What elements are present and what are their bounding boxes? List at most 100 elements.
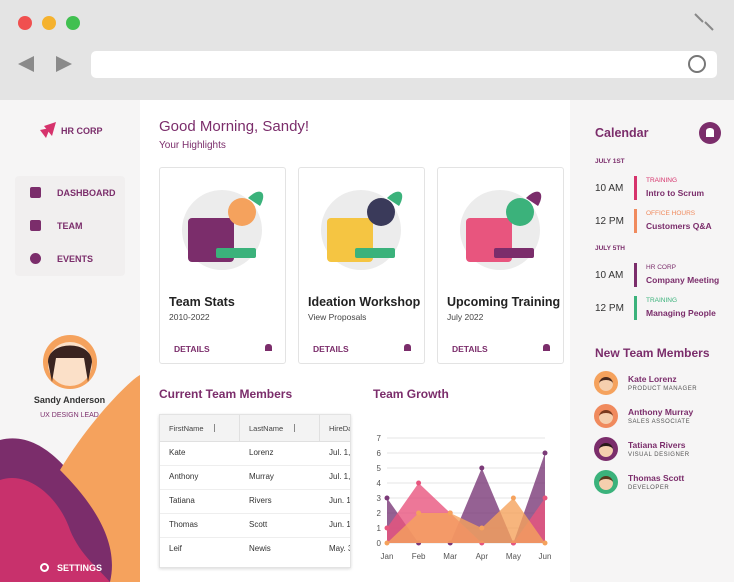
event-time: 10 AM: [595, 270, 624, 281]
y-tick-label: 4: [377, 479, 382, 488]
column-divider: [319, 415, 320, 441]
settings-icon: [40, 563, 49, 572]
column-header[interactable]: FirstName: [169, 424, 204, 433]
area: [387, 498, 545, 543]
x-tick-label: Jan: [381, 552, 394, 561]
event-category: TRAINING: [646, 297, 678, 304]
table-cell: Kate: [169, 448, 186, 457]
back-button[interactable]: [18, 56, 34, 72]
highlight-card[interactable]: [437, 167, 564, 364]
profile-name: Sandy Anderson: [33, 395, 106, 405]
bell-icon: [404, 344, 411, 351]
table-cell: Leif: [169, 544, 182, 553]
table-cell: Jul. 1,: [329, 472, 351, 481]
illustration-shape: [387, 191, 403, 206]
card-subtitle: View Proposals: [308, 312, 367, 322]
illustration-shape: [228, 198, 256, 226]
row-divider: [160, 489, 350, 490]
highlight-card[interactable]: [159, 167, 286, 364]
member-role: PRODUCT MANAGER: [628, 386, 698, 392]
event-title[interactable]: Managing People: [646, 308, 716, 318]
member-role: DEVELOPER: [628, 485, 670, 491]
table-cell: Newis: [249, 544, 271, 553]
calendar-date: JULY 1ST: [595, 158, 625, 165]
subtitle: Your Highlights: [159, 140, 226, 151]
member-name[interactable]: Tatiana Rivers: [628, 440, 686, 450]
y-tick-label: 0: [377, 539, 382, 548]
data-point: [384, 495, 390, 501]
table-cell: Jun. 1: [329, 520, 351, 529]
data-table: FirstName LastName HireDa Kate Lorenz Jul. 1,…: [159, 414, 351, 568]
x-tick-label: Feb: [412, 552, 426, 561]
profile-avatar: [48, 345, 92, 382]
table-cell: May. 3: [329, 544, 351, 553]
logo: [40, 122, 56, 138]
maximize-button[interactable]: [66, 16, 80, 30]
card-subtitle: 2010-2022: [169, 312, 210, 322]
bell-icon: [706, 128, 714, 137]
data-point: [510, 495, 516, 501]
y-tick-label: 1: [377, 524, 382, 533]
member-avatar-face: [599, 476, 613, 490]
chart: 0 1 2 3 4 5 6 7 Jan Feb Mar Apr May Jun: [377, 434, 552, 561]
minimize-button[interactable]: [42, 16, 56, 30]
illustration-shape: [494, 248, 534, 258]
y-tick-label: 5: [377, 464, 382, 473]
data-point: [542, 495, 548, 501]
illustration-shape: [216, 248, 256, 258]
table-cell: Tatiana: [169, 496, 195, 505]
x-tick-label: Mar: [443, 552, 457, 561]
event-title[interactable]: Company Meeting: [646, 275, 720, 285]
column-header[interactable]: LastName: [249, 424, 284, 433]
data-point: [416, 510, 422, 516]
column-divider: [239, 415, 240, 441]
member-avatar-face: [599, 377, 613, 391]
event-title[interactable]: Customers Q&A: [646, 221, 712, 231]
close-button[interactable]: [18, 16, 32, 30]
y-tick-label: 3: [377, 494, 382, 503]
y-tick-label: 6: [377, 449, 382, 458]
member-name[interactable]: Thomas Scott: [628, 473, 685, 483]
nav-item[interactable]: TEAM: [57, 221, 83, 231]
highlight-card[interactable]: [298, 167, 425, 364]
nav-item[interactable]: EVENTS: [57, 254, 94, 264]
card-action[interactable]: DETAILS: [452, 344, 488, 354]
card-title: Ideation Workshop: [308, 295, 421, 309]
browser-bar: [0, 0, 734, 100]
greeting: Good Morning, Sandy!: [159, 118, 310, 135]
event-time: 12 PM: [595, 216, 624, 227]
event-category: TRAINING: [646, 177, 678, 184]
illustration-shape: [355, 248, 395, 258]
nav-item[interactable]: DASHBOARD: [57, 188, 116, 198]
bell-icon: [265, 344, 272, 351]
x-tick-label: Apr: [476, 552, 489, 561]
forward-button[interactable]: [56, 56, 72, 72]
address-bar[interactable]: [91, 51, 717, 78]
member-name[interactable]: Anthony Murray: [628, 407, 694, 417]
row-divider: [160, 537, 350, 538]
event-bar: [634, 176, 637, 200]
member-avatar-face: [599, 410, 613, 424]
column-header[interactable]: HireDa: [329, 424, 351, 433]
table-header: [160, 415, 350, 442]
nav-icon: [30, 253, 41, 264]
member-name[interactable]: Kate Lorenz: [628, 374, 677, 384]
illustration: [460, 190, 542, 270]
event-time: 10 AM: [595, 183, 624, 194]
data-point: [542, 540, 548, 546]
table-cell: Murray: [249, 472, 274, 481]
card-action[interactable]: DETAILS: [174, 344, 210, 354]
card-action[interactable]: DETAILS: [313, 344, 349, 354]
event-title[interactable]: Intro to Scrum: [646, 188, 705, 198]
sort-icon: [214, 424, 215, 432]
data-point: [416, 480, 422, 486]
card-subtitle: July 2022: [447, 312, 484, 322]
reload-button[interactable]: [688, 55, 706, 73]
data-point: [447, 510, 453, 516]
settings[interactable]: SETTINGS: [57, 563, 103, 573]
data-point: [384, 525, 390, 531]
member-avatar-face: [599, 443, 613, 457]
sort-icon: [294, 424, 295, 432]
